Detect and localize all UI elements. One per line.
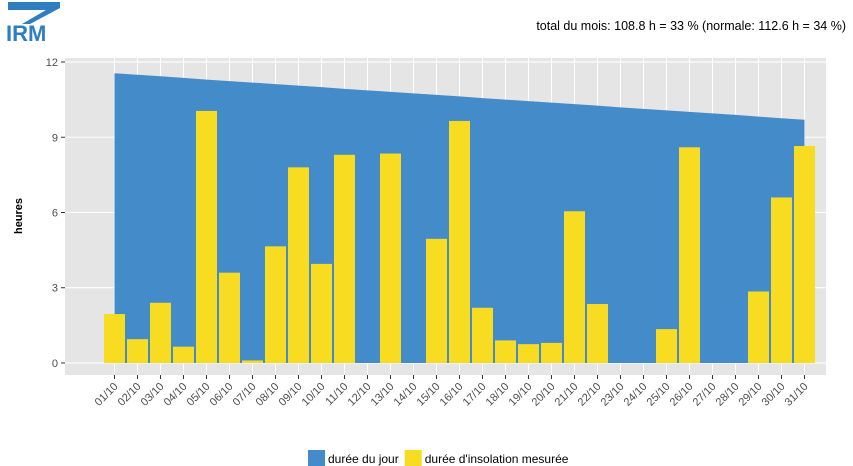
x-tick-label: 06/10 (208, 381, 236, 409)
x-tick-label: 27/10 (691, 381, 719, 409)
x-tick-label: 17/10 (461, 381, 489, 409)
bar (679, 147, 700, 363)
bar (587, 304, 608, 363)
bar (541, 342, 562, 363)
bar (495, 340, 516, 363)
y-tick-label: 12 (46, 57, 58, 69)
x-tick-label: 18/10 (484, 381, 512, 409)
logo-icon (8, 2, 60, 24)
bar (518, 344, 539, 363)
bar (748, 291, 769, 363)
x-tick-label: 30/10 (760, 381, 788, 409)
bar (794, 146, 815, 363)
bar (127, 339, 148, 363)
x-tick-label: 01/10 (93, 381, 121, 409)
x-tick-label: 07/10 (231, 381, 259, 409)
bar (334, 154, 355, 363)
x-tick-label: 11/10 (323, 381, 350, 408)
bar (104, 314, 125, 363)
logo: IRM (6, 2, 60, 46)
legend-label: durée d'insolation mesurée (425, 452, 569, 466)
x-tick-label: 29/10 (737, 381, 765, 409)
x-tick-label: 28/10 (714, 381, 742, 409)
x-tick-label: 12/10 (346, 381, 374, 409)
x-tick-label: 20/10 (530, 381, 558, 409)
x-tick-label: 26/10 (668, 381, 696, 409)
y-axis-label: heures (13, 198, 25, 234)
bar (242, 360, 263, 363)
bar (196, 110, 217, 363)
x-tick-label: 16/10 (438, 381, 466, 409)
bar (449, 120, 470, 363)
bar (426, 238, 447, 363)
x-tick-label: 25/10 (645, 381, 673, 409)
x-tick-label: 15/10 (415, 381, 443, 409)
y-tick-label: 0 (52, 358, 58, 370)
logo-text: IRM (6, 21, 46, 46)
bar (219, 272, 240, 363)
x-tick-label: 23/10 (599, 381, 627, 409)
x-tick-label: 05/10 (185, 381, 213, 409)
legend-swatch (308, 450, 325, 466)
x-tick-label: 09/10 (277, 381, 305, 409)
x-tick-label: 14/10 (392, 381, 420, 409)
bar (380, 153, 401, 363)
y-tick-label: 3 (52, 283, 58, 295)
y-tick-label: 6 (52, 207, 58, 219)
bar (656, 329, 677, 363)
x-tick-label: 03/10 (139, 381, 167, 409)
bar (472, 307, 493, 363)
x-tick-label: 04/10 (162, 381, 190, 409)
x-tick-label: 22/10 (576, 381, 604, 409)
bar (311, 263, 332, 363)
legend: durée du jour durée d'insolation mesurée (308, 450, 569, 466)
x-tick-label: 02/10 (116, 381, 144, 409)
bar (265, 246, 286, 363)
x-tick-label: 21/10 (553, 381, 581, 409)
x-tick-label: 08/10 (254, 381, 282, 409)
x-tick-label: 24/10 (622, 381, 650, 409)
x-tick-label: 31/10 (783, 381, 811, 409)
x-tick-label: 19/10 (507, 381, 535, 409)
x-tick-label: 13/10 (369, 381, 397, 409)
bar (150, 302, 171, 363)
legend-label: durée du jour (328, 452, 399, 466)
bar (173, 346, 194, 363)
bar (564, 211, 585, 363)
subtitle: total du mois: 108.8 h = 33 % (normale: … (536, 19, 846, 33)
bar (288, 167, 309, 363)
x-tick-label: 10/10 (300, 381, 328, 409)
y-tick-label: 9 (52, 132, 58, 144)
legend-swatch (404, 450, 422, 466)
bar (771, 197, 792, 363)
